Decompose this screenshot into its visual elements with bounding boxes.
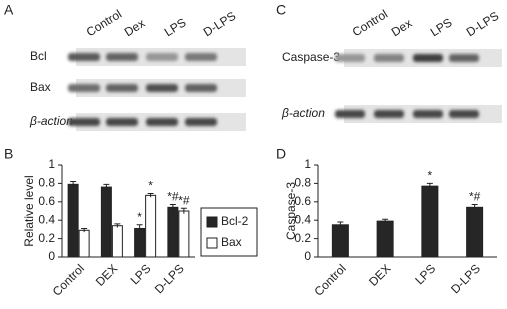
bar (78, 229, 90, 258)
error-bar (81, 227, 88, 233)
lane-label: Control (84, 7, 124, 39)
row-label: β-action (29, 114, 73, 128)
lane-label: LPS (428, 15, 455, 39)
legend-label: Bcl-2 (221, 214, 249, 228)
y-tick-label: 0.6 (38, 194, 55, 208)
y-tick-label: 0.4 (38, 212, 55, 226)
blot-band (106, 118, 138, 126)
lane-label: D-LPS (464, 9, 501, 40)
significance-mark: *# (167, 190, 179, 204)
x-tick-label: DEX (366, 261, 393, 288)
blot-band (374, 110, 404, 118)
bar (376, 220, 394, 258)
blot-band (449, 54, 479, 62)
y-tick-label: 0 (48, 249, 55, 263)
bar (111, 225, 123, 258)
error-bar (180, 207, 187, 214)
lane-label: D-LPS (201, 9, 238, 40)
blot-band (106, 53, 138, 61)
lane-label: LPS (162, 15, 189, 39)
blot-band (68, 118, 100, 126)
error-bar (382, 218, 389, 223)
blot-band (335, 54, 365, 62)
lane-label: Control (350, 7, 390, 39)
bar (100, 186, 112, 258)
x-tick-label: D-LPS (152, 261, 187, 296)
y-tick-label: 0.8 (294, 176, 311, 190)
blot-band (185, 53, 217, 61)
significance-mark: *# (469, 190, 481, 204)
error-bar (426, 182, 433, 189)
significance-mark: * (148, 179, 153, 193)
blot-band (68, 84, 100, 92)
blot-band (68, 53, 100, 61)
significance-mark: *# (178, 193, 190, 207)
x-tick-label: LPS (128, 261, 154, 287)
error-bar (114, 223, 121, 228)
y-tick-label: 0.8 (38, 176, 55, 190)
legend-swatch (206, 237, 218, 249)
bar (134, 227, 146, 258)
bar (145, 194, 157, 258)
bar (466, 206, 484, 258)
row-label: Caspase-3 (282, 50, 340, 64)
row-label: β-action (281, 106, 325, 120)
row-label: Bax (30, 80, 51, 94)
y-tick-label: 1 (48, 157, 55, 171)
error-bar (70, 181, 77, 188)
legend-box (200, 207, 258, 257)
blot-band (185, 84, 217, 92)
y-tick-label: 0.4 (294, 212, 311, 226)
error-bar (103, 183, 110, 190)
blot-band (413, 54, 443, 62)
x-tick-label: Control (311, 261, 348, 298)
bar (331, 224, 349, 258)
panel-letter: B (4, 146, 13, 162)
blot-band (106, 84, 138, 92)
error-bar (147, 193, 154, 198)
blot-band (185, 118, 217, 126)
panel-letter: C (276, 2, 286, 18)
blot-band (146, 118, 178, 126)
legend-swatch (206, 216, 218, 228)
bar (167, 206, 179, 258)
legend-label: Bax (221, 235, 242, 249)
y-axis-label: Relative level (22, 175, 36, 246)
y-tick-label: 0.6 (294, 194, 311, 208)
y-tick-label: 0.2 (294, 231, 311, 245)
significance-mark: * (428, 169, 433, 183)
x-tick-label: LPS (412, 261, 438, 287)
y-tick-label: 0 (304, 249, 311, 263)
x-tick-label: DEX (93, 261, 120, 288)
bar (67, 183, 79, 258)
blot-band (146, 84, 178, 92)
y-tick-label: 0.2 (38, 231, 55, 245)
blot-band (146, 53, 178, 61)
y-axis-label: Caspase-3 (284, 182, 298, 240)
error-bar (337, 221, 344, 228)
error-bar (169, 204, 176, 211)
bar (421, 185, 439, 258)
blot-band (449, 110, 479, 118)
lane-label: Dex (389, 16, 415, 39)
blot-band (413, 110, 443, 118)
x-tick-label: D-LPS (448, 261, 483, 296)
blot-band (374, 54, 404, 62)
lane-label: Dex (122, 16, 148, 39)
error-bar (136, 224, 143, 233)
panel-letter: D (276, 146, 286, 162)
blot-band (335, 110, 365, 118)
row-label: Bcl (30, 49, 47, 63)
panel-letter: A (4, 2, 14, 18)
bar (178, 210, 190, 258)
significance-mark: * (137, 210, 142, 224)
error-bar (471, 204, 478, 211)
y-tick-label: 1 (304, 157, 311, 171)
x-tick-label: Control (50, 261, 87, 298)
